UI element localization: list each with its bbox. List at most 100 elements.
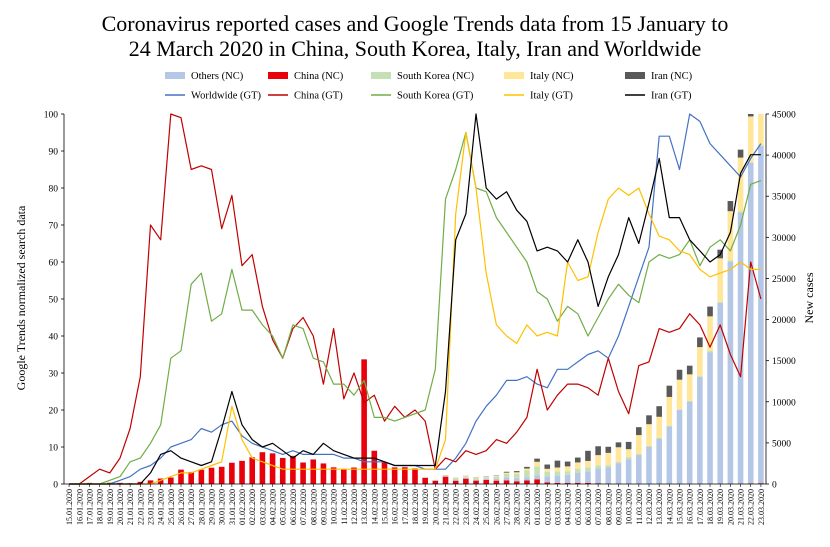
bar-italy-nc: [758, 114, 764, 145]
x-tick-label: 13.02.2020: [360, 489, 369, 525]
x-tick-label: 18.02.2020: [411, 489, 420, 525]
legend-label: Iran (NC): [651, 71, 693, 82]
bar-italy-nc: [717, 258, 723, 302]
y-left-tick-label: 70: [49, 222, 59, 232]
bar-china-nc: [178, 470, 184, 484]
x-tick-label: 22.02.2020: [452, 489, 461, 525]
chart-title-line-2: 24 March 2020 in China, South Korea, Ita…: [129, 36, 702, 61]
bar-south-korea-nc: [707, 351, 713, 352]
bar-china-nc: [433, 481, 439, 484]
x-tick-label: 20.01.2020: [116, 489, 125, 525]
bar-china-nc: [504, 480, 510, 484]
x-tick-label: 29.02.2020: [523, 489, 532, 525]
bar-others-nc: [656, 439, 662, 484]
bar-south-korea-nc: [728, 260, 734, 261]
y-right-tick-label: 30000: [772, 234, 796, 244]
x-tick-label: 04.03.2020: [564, 489, 573, 525]
bar-south-korea-nc: [717, 302, 723, 303]
bar-china-nc: [372, 451, 378, 484]
legend-label: Others (NC): [191, 71, 244, 82]
x-tick-label: 01.02.2020: [238, 489, 247, 525]
bar-others-nc: [636, 455, 642, 484]
bar-china-nc: [199, 470, 205, 484]
bar-china-nc: [494, 481, 500, 484]
y-right-tick-label: 35000: [772, 193, 796, 203]
bar-others-nc: [707, 352, 713, 484]
bar-iran-nc: [626, 442, 632, 449]
bar-iran-nc: [616, 442, 622, 447]
y-right-tick-label: 5000: [772, 439, 791, 449]
bar-iran-nc: [595, 446, 601, 455]
bar-iran-nc: [667, 386, 673, 397]
x-tick-label: 30.01.2020: [218, 489, 227, 525]
legend-swatch: [371, 72, 391, 79]
bar-italy-nc: [667, 397, 673, 426]
bar-china-nc: [300, 463, 306, 484]
y-left-tick-label: 60: [49, 259, 59, 269]
bar-china-nc: [290, 456, 296, 484]
bar-others-nc: [473, 480, 479, 481]
bar-italy-nc: [656, 417, 662, 438]
bar-others-nc: [697, 377, 703, 484]
bar-italy-nc: [616, 447, 622, 462]
bar-china-nc: [463, 479, 469, 484]
x-tick-label: 22.03.2020: [747, 489, 756, 525]
bar-china-nc: [260, 452, 266, 484]
y-left-tick-label: 50: [49, 296, 59, 306]
x-tick-label: 03.03.2020: [553, 489, 562, 525]
bar-iran-nc: [534, 459, 540, 462]
bar-south-korea-nc: [524, 471, 530, 478]
x-tick-label: 14.03.2020: [665, 489, 674, 525]
bar-iran-nc: [524, 467, 530, 469]
x-tick-label: 07.02.2020: [299, 489, 308, 525]
bar-iran-nc: [575, 458, 581, 463]
bar-south-korea-nc: [667, 426, 673, 427]
bar-south-korea-nc: [738, 211, 744, 212]
bar-iran-nc: [544, 465, 550, 469]
x-tick-label: 20.02.2020: [431, 489, 440, 525]
legend-swatch: [268, 72, 288, 79]
bar-others-nc: [677, 410, 683, 484]
legend-label: Iran (GT): [651, 91, 692, 102]
bar-china-nc: [412, 468, 418, 484]
x-tick-label: 15.01.2020: [65, 489, 74, 525]
y-right-tick-label: 10000: [772, 398, 796, 408]
x-tick-label: 24.02.2020: [472, 489, 481, 525]
bar-south-korea-nc: [677, 409, 683, 410]
bar-china-nc: [524, 480, 530, 484]
bar-others-nc: [748, 163, 754, 484]
y-right-tick-label: 25000: [772, 275, 796, 285]
x-tick-label: 25.01.2020: [167, 489, 176, 525]
x-tick-label: 06.02.2020: [289, 489, 298, 525]
x-tick-label: 08.02.2020: [309, 489, 318, 525]
bar-others-nc: [565, 475, 571, 483]
bar-iran-nc: [728, 201, 734, 211]
bar-south-korea-nc: [616, 462, 622, 463]
bar-others-nc: [606, 467, 612, 483]
legend-swatch: [504, 72, 524, 79]
bar-south-korea-nc: [504, 474, 510, 478]
bar-others-nc: [494, 479, 500, 481]
x-tick-label: 12.03.2020: [645, 489, 654, 525]
x-tick-label: 19.02.2020: [421, 489, 430, 525]
bar-italy-nc: [453, 478, 459, 479]
x-tick-label: 02.02.2020: [248, 489, 257, 525]
bar-italy-nc: [626, 449, 632, 457]
bar-china-nc: [209, 468, 215, 484]
legend: Others (NC)China (NC)South Korea (NC)Ita…: [165, 71, 693, 102]
bar-south-korea-nc: [636, 454, 642, 455]
bar-others-nc: [544, 477, 550, 483]
bar-others-nc: [514, 478, 520, 481]
bar-iran-nc: [646, 415, 652, 424]
bar-italy-nc: [483, 477, 489, 478]
bar-iran-nc: [585, 451, 591, 461]
x-tick-label: 02.03.2020: [543, 489, 552, 525]
x-tick-label: 04.02.2020: [269, 489, 278, 525]
bar-china-nc: [453, 481, 459, 484]
y-left-tick-label: 100: [44, 111, 59, 121]
x-tick-label: 10.03.2020: [625, 489, 634, 525]
x-tick-label: 26.02.2020: [492, 489, 501, 525]
x-tick-label: 19.03.2020: [716, 489, 725, 525]
